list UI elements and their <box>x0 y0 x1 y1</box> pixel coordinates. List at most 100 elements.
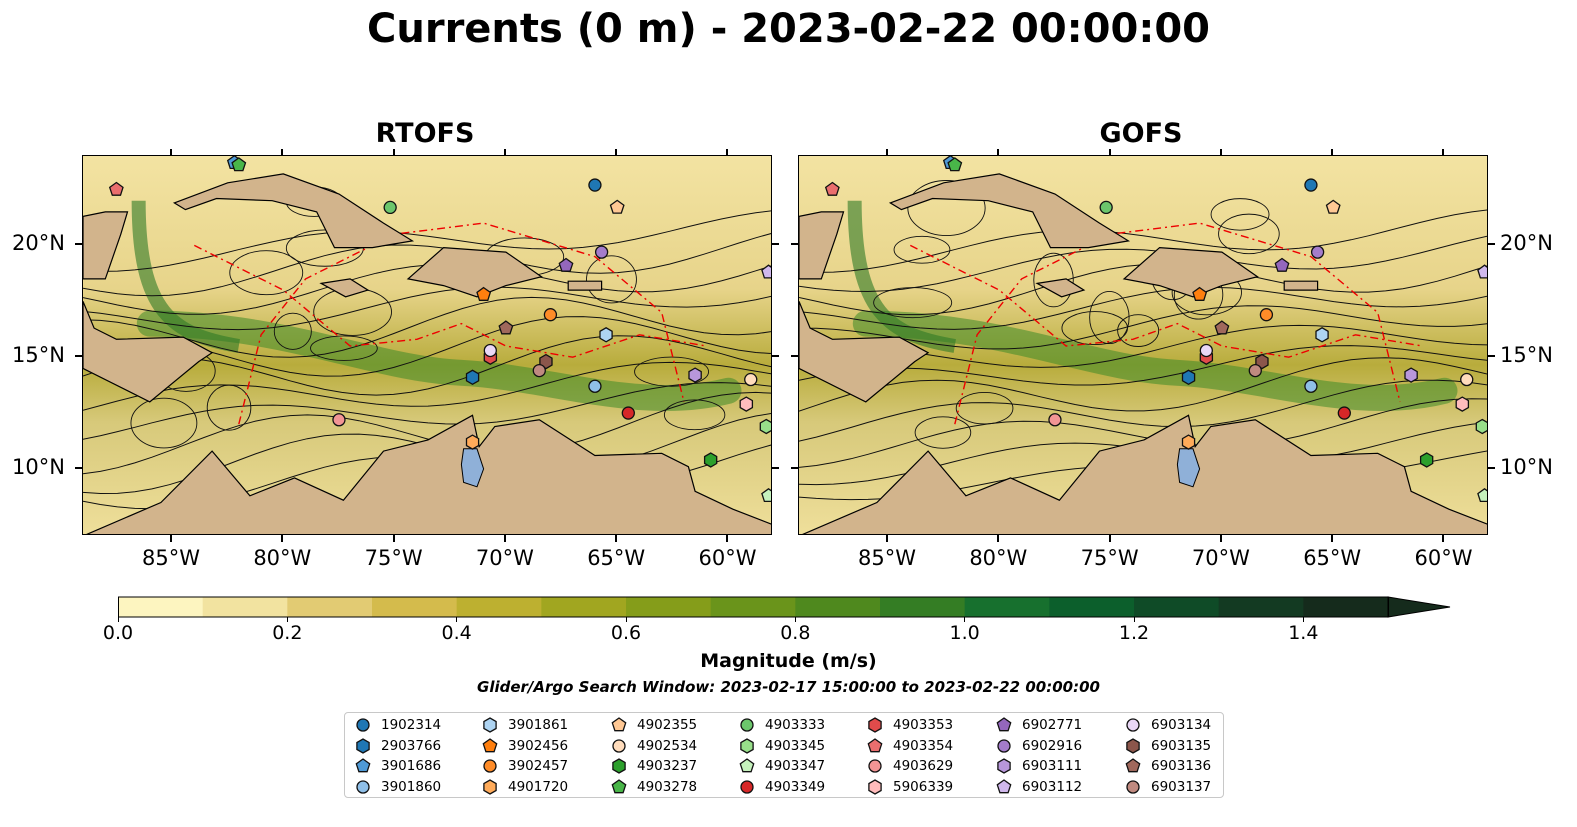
lon-tick <box>615 535 618 542</box>
legend-item: 4901720 <box>482 777 568 797</box>
float-marker-4903629 <box>332 413 346 427</box>
legend-marker-hexagon-icon <box>483 717 497 733</box>
yucatan-current-jet <box>131 200 240 353</box>
colorbar-segment <box>964 597 1050 617</box>
float-marker-3901861 <box>599 327 613 343</box>
legend-marker-pentagon-icon <box>996 717 1012 732</box>
legend-label: 3901860 <box>381 778 442 795</box>
float-marker-4902534 <box>1460 372 1474 387</box>
legend-label: 4903349 <box>765 778 826 795</box>
legend-symbol <box>483 717 497 733</box>
colorbar-tick-label: 0.6 <box>610 622 642 644</box>
gofs-currents-map[interactable] <box>798 155 1488 535</box>
land-jamaica <box>319 278 370 298</box>
eddy-streamline <box>229 250 304 296</box>
legend-marker-circle-icon <box>356 779 370 794</box>
float-marker-6903136 <box>1214 320 1230 335</box>
colorbar <box>118 596 1458 624</box>
lon-tick <box>392 149 395 156</box>
float-marker-6903137 <box>532 363 546 378</box>
legend-symbol <box>356 737 370 754</box>
lon-tick <box>1219 149 1222 156</box>
legend-item: 6903136 <box>1125 756 1211 776</box>
lat-tick <box>75 466 82 469</box>
lon-label: 65°W <box>1303 546 1362 570</box>
float-marker-5906339 <box>1455 396 1470 412</box>
legend-item: 6902771 <box>996 715 1082 735</box>
legend-label: 4901720 <box>508 778 569 795</box>
float-marker-3902456 <box>1192 286 1208 301</box>
legend-label: 4903345 <box>765 737 826 754</box>
colorbar-tick <box>794 617 796 622</box>
colorbar-segment <box>626 597 712 617</box>
float-marker-6903111 <box>1404 367 1418 383</box>
gofs-map-canvas <box>799 156 1487 534</box>
float-marker-6903112 <box>761 264 771 279</box>
legend-label: 3902456 <box>508 737 569 754</box>
land-southAmerica <box>802 414 1487 534</box>
streamline <box>799 357 1487 412</box>
legend-marker-circle-icon <box>740 779 754 794</box>
panel-title-gofs: GOFS <box>1099 118 1183 149</box>
lon-tick <box>1442 535 1445 542</box>
legend-item: 3901861 <box>482 715 568 735</box>
colorbar-segment <box>1218 597 1304 617</box>
streamline <box>83 296 771 358</box>
colorbar-tick-label: 0.8 <box>780 622 811 644</box>
legend-item: 4903629 <box>867 756 953 776</box>
legend-symbol <box>611 717 627 732</box>
float-marker-2903766 <box>465 369 480 386</box>
legend-marker-pentagon-icon <box>867 737 883 752</box>
legend-marker-pentagon-icon <box>611 778 627 793</box>
float-marker-6903112 <box>1477 264 1487 279</box>
float-marker-4903345 <box>1475 418 1487 435</box>
colorbar-tick <box>117 617 119 622</box>
legend-label: 4902534 <box>637 737 698 754</box>
legend-marker-circle-icon <box>1126 718 1140 732</box>
float-marker-4902534 <box>744 372 758 387</box>
legend-item: 3901686 <box>355 756 441 776</box>
legend-item: 3901860 <box>355 777 441 797</box>
float-marker-3902456 <box>476 286 492 301</box>
land-cuba <box>888 173 1131 249</box>
colorbar-gradient <box>118 596 1451 618</box>
lon-tick <box>886 535 889 542</box>
colorbar-tick-label: 1.0 <box>949 622 980 644</box>
legend-label: 4903237 <box>637 758 698 774</box>
streamline <box>799 286 1487 330</box>
legend-symbol <box>611 778 627 793</box>
legend-item: 6903135 <box>1125 736 1211 756</box>
caribbean-current-jet <box>136 310 742 411</box>
colorbar-tick-label: 0.0 <box>102 622 134 644</box>
float-marker-6903136 <box>498 320 514 335</box>
legend-label: 4902355 <box>637 717 698 733</box>
legend-marker-circle-icon <box>483 759 497 773</box>
eddy-streamline <box>130 397 198 449</box>
lon-tick <box>503 149 506 156</box>
legend-marker-hexagon-icon <box>997 758 1011 774</box>
lat-tick <box>772 466 779 469</box>
float-marker-4901720 <box>465 434 480 450</box>
lat-tick <box>75 355 82 358</box>
float-marker-4903354 <box>108 181 124 196</box>
legend-marker-hexagon-icon <box>740 737 754 754</box>
rtofs-currents-map[interactable] <box>82 155 772 535</box>
legend-symbol <box>739 758 755 773</box>
eddy-streamline <box>1061 311 1128 346</box>
float-marker-6903134 <box>483 343 497 358</box>
legend-item: 4903354 <box>867 736 953 756</box>
lon-tick <box>281 149 284 156</box>
lat-label: 15°N <box>1500 343 1553 368</box>
legend-item: 4903237 <box>611 756 697 776</box>
search-window-text: Glider/Argo Search Window: 2023-02-17 15… <box>477 678 1100 696</box>
legend-item: 6903111 <box>996 756 1082 776</box>
legend-label: 6902916 <box>1022 737 1083 754</box>
float-marker-3901860 <box>588 379 602 393</box>
streamline <box>83 210 771 272</box>
legend-item: 1902314 <box>355 715 441 735</box>
lon-tick <box>170 149 173 156</box>
legend-item: 2903766 <box>355 736 441 756</box>
legend-symbol <box>356 718 370 732</box>
colorbar-border <box>118 596 1389 618</box>
streamline <box>83 286 771 331</box>
